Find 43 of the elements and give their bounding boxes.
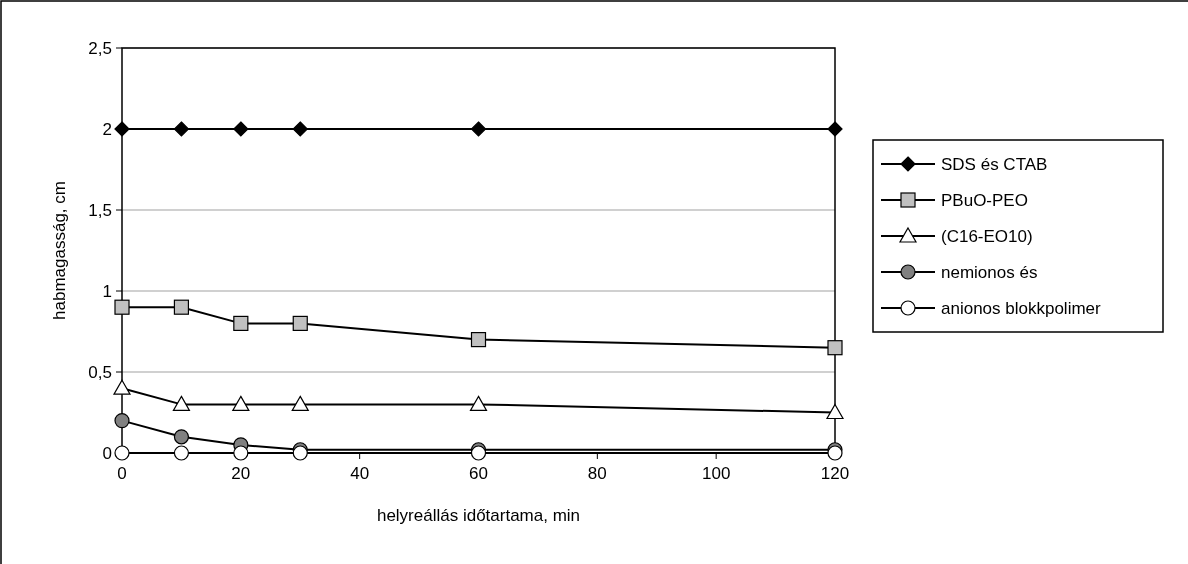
point — [470, 121, 487, 137]
point — [469, 395, 488, 411]
point — [114, 299, 130, 315]
y-tick-label: 1,5 — [88, 200, 112, 220]
point — [233, 445, 249, 461]
x-tick-label: 20 — [231, 464, 251, 483]
point — [232, 395, 250, 411]
x-tick-label: 40 — [350, 464, 370, 483]
point — [292, 121, 308, 137]
point — [172, 395, 191, 411]
point — [114, 413, 130, 429]
legend-label: (C16-EO10) — [941, 226, 1033, 246]
point — [114, 121, 130, 137]
point — [827, 340, 843, 356]
legend-label: anionos blokkpolimer — [941, 298, 1102, 318]
legend-label: PBuO-PEO — [941, 190, 1028, 210]
y-tick-label: 0,5 — [88, 362, 112, 382]
point — [233, 121, 249, 137]
x-axis-title: helyreállás időtartama, min — [376, 506, 581, 525]
point — [470, 332, 487, 348]
y-tick-label: 1 — [102, 281, 112, 301]
point — [826, 403, 844, 420]
y-tick-label: 2 — [102, 119, 112, 139]
point — [827, 121, 843, 137]
point — [113, 379, 131, 395]
legend-label: SDS és CTAB — [941, 154, 1048, 174]
y-axis-title: habmagasság, cm — [50, 181, 69, 320]
point — [173, 445, 190, 461]
point — [291, 395, 309, 411]
point — [173, 429, 190, 445]
point — [114, 445, 130, 461]
x-tick-label: 60 — [469, 464, 488, 483]
y-tick-label: 0 — [102, 443, 112, 463]
point — [173, 121, 190, 137]
x-tick-label: 100 — [701, 464, 731, 483]
x-tick-label: 120 — [820, 464, 850, 483]
x-tick-label: 80 — [587, 464, 607, 483]
point — [292, 315, 308, 331]
legend-label: nemionos és — [941, 262, 1038, 282]
y-tick-label: 2,5 — [88, 38, 112, 58]
point — [233, 315, 249, 331]
point — [173, 299, 190, 315]
x-tick-label: 0 — [117, 464, 127, 483]
